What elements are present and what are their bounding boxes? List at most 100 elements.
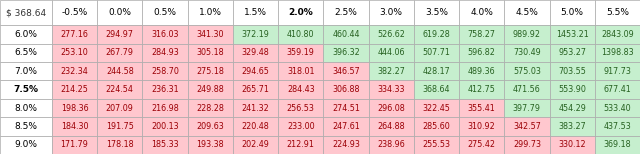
Text: 2843.09: 2843.09 [601,30,634,39]
Bar [414,80,459,99]
Bar [97,99,143,117]
Bar [369,44,414,62]
Bar [278,44,323,62]
Text: 7.5%: 7.5% [13,85,38,94]
Bar [459,0,504,25]
Bar [0,80,52,99]
Text: 428.17: 428.17 [422,67,451,76]
Bar [459,44,504,62]
Bar [143,117,188,136]
Bar [414,25,459,44]
Text: $ 368.64: $ 368.64 [6,8,46,17]
Bar [97,62,143,80]
Bar [504,25,550,44]
Text: 953.27: 953.27 [558,48,586,57]
Text: 730.49: 730.49 [513,48,541,57]
Bar [504,0,550,25]
Bar [323,136,369,154]
Text: 703.55: 703.55 [558,67,586,76]
Text: 596.82: 596.82 [468,48,495,57]
Text: 171.79: 171.79 [61,140,88,149]
Bar [414,117,459,136]
Text: 575.03: 575.03 [513,67,541,76]
Bar [97,0,143,25]
Bar [550,0,595,25]
Bar [0,136,52,154]
Bar [97,80,143,99]
Text: 256.53: 256.53 [287,103,315,113]
Text: 355.41: 355.41 [468,103,495,113]
Text: 258.70: 258.70 [151,67,179,76]
Text: 989.92: 989.92 [513,30,541,39]
Bar [550,80,595,99]
Bar [52,44,97,62]
Text: 214.25: 214.25 [61,85,88,94]
Bar [504,136,550,154]
Bar [233,99,278,117]
Bar [369,25,414,44]
Bar [233,25,278,44]
Text: 265.71: 265.71 [241,85,269,94]
Text: 200.13: 200.13 [151,122,179,131]
Text: 4.5%: 4.5% [515,8,538,17]
Bar [233,44,278,62]
Text: 207.09: 207.09 [106,103,134,113]
Text: 359.19: 359.19 [287,48,315,57]
Text: 334.33: 334.33 [378,85,405,94]
Text: 3.5%: 3.5% [425,8,448,17]
Text: 369.18: 369.18 [604,140,631,149]
Bar [143,136,188,154]
Text: 1398.83: 1398.83 [601,48,634,57]
Bar [97,25,143,44]
Text: 275.18: 275.18 [196,67,224,76]
Text: 5.0%: 5.0% [561,8,584,17]
Text: 758.27: 758.27 [468,30,496,39]
Bar [414,0,459,25]
Bar [550,117,595,136]
Text: 396.32: 396.32 [332,48,360,57]
Bar [323,117,369,136]
Bar [278,136,323,154]
Bar [323,44,369,62]
Bar [233,80,278,99]
Text: 220.48: 220.48 [242,122,269,131]
Text: 274.51: 274.51 [332,103,360,113]
Text: 277.16: 277.16 [61,30,88,39]
Text: 1.5%: 1.5% [244,8,267,17]
Text: 383.27: 383.27 [558,122,586,131]
Text: 212.91: 212.91 [287,140,315,149]
Bar [52,80,97,99]
Text: 4.0%: 4.0% [470,8,493,17]
Bar [97,136,143,154]
Text: 305.18: 305.18 [196,48,224,57]
Text: 6.0%: 6.0% [15,30,38,39]
Text: 209.63: 209.63 [196,122,224,131]
Text: 412.75: 412.75 [468,85,495,94]
Bar [550,44,595,62]
Bar [278,25,323,44]
Text: 294.97: 294.97 [106,30,134,39]
Bar [143,99,188,117]
Text: 264.88: 264.88 [378,122,405,131]
Bar [0,99,52,117]
Bar [414,62,459,80]
Bar [550,99,595,117]
Bar [188,0,233,25]
Bar [278,80,323,99]
Bar [52,25,97,44]
Bar [369,136,414,154]
Text: 2.5%: 2.5% [335,8,357,17]
Text: 454.29: 454.29 [558,103,586,113]
Bar [414,44,459,62]
Bar [188,99,233,117]
Text: 0.0%: 0.0% [108,8,131,17]
Text: 238.96: 238.96 [378,140,405,149]
Text: 255.53: 255.53 [422,140,451,149]
Bar [233,117,278,136]
Text: 3.0%: 3.0% [380,8,403,17]
Text: 533.40: 533.40 [604,103,631,113]
Text: 471.56: 471.56 [513,85,541,94]
Text: 284.93: 284.93 [151,48,179,57]
Text: 178.18: 178.18 [106,140,134,149]
Bar [595,25,640,44]
